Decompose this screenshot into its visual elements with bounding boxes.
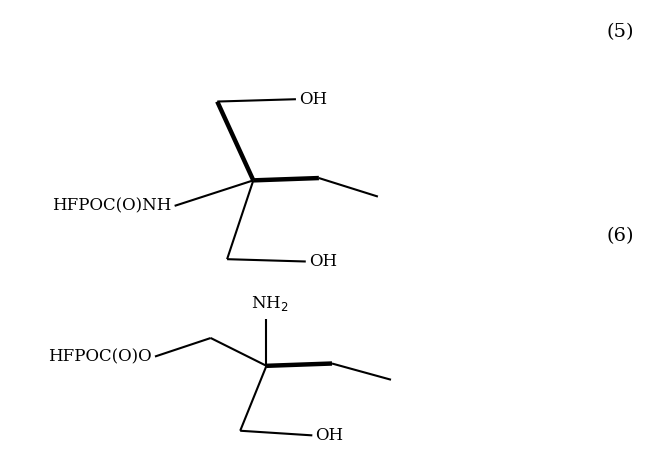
Text: HFPOC(O)O: HFPOC(O)O (48, 348, 151, 365)
Text: (6): (6) (606, 227, 633, 244)
Text: HFPOC(O)NH: HFPOC(O)NH (52, 197, 171, 214)
Text: (5): (5) (606, 23, 633, 41)
Text: NH$_2$: NH$_2$ (251, 294, 288, 312)
Text: OH: OH (299, 91, 327, 108)
Text: OH: OH (315, 427, 344, 444)
Text: OH: OH (309, 253, 337, 270)
